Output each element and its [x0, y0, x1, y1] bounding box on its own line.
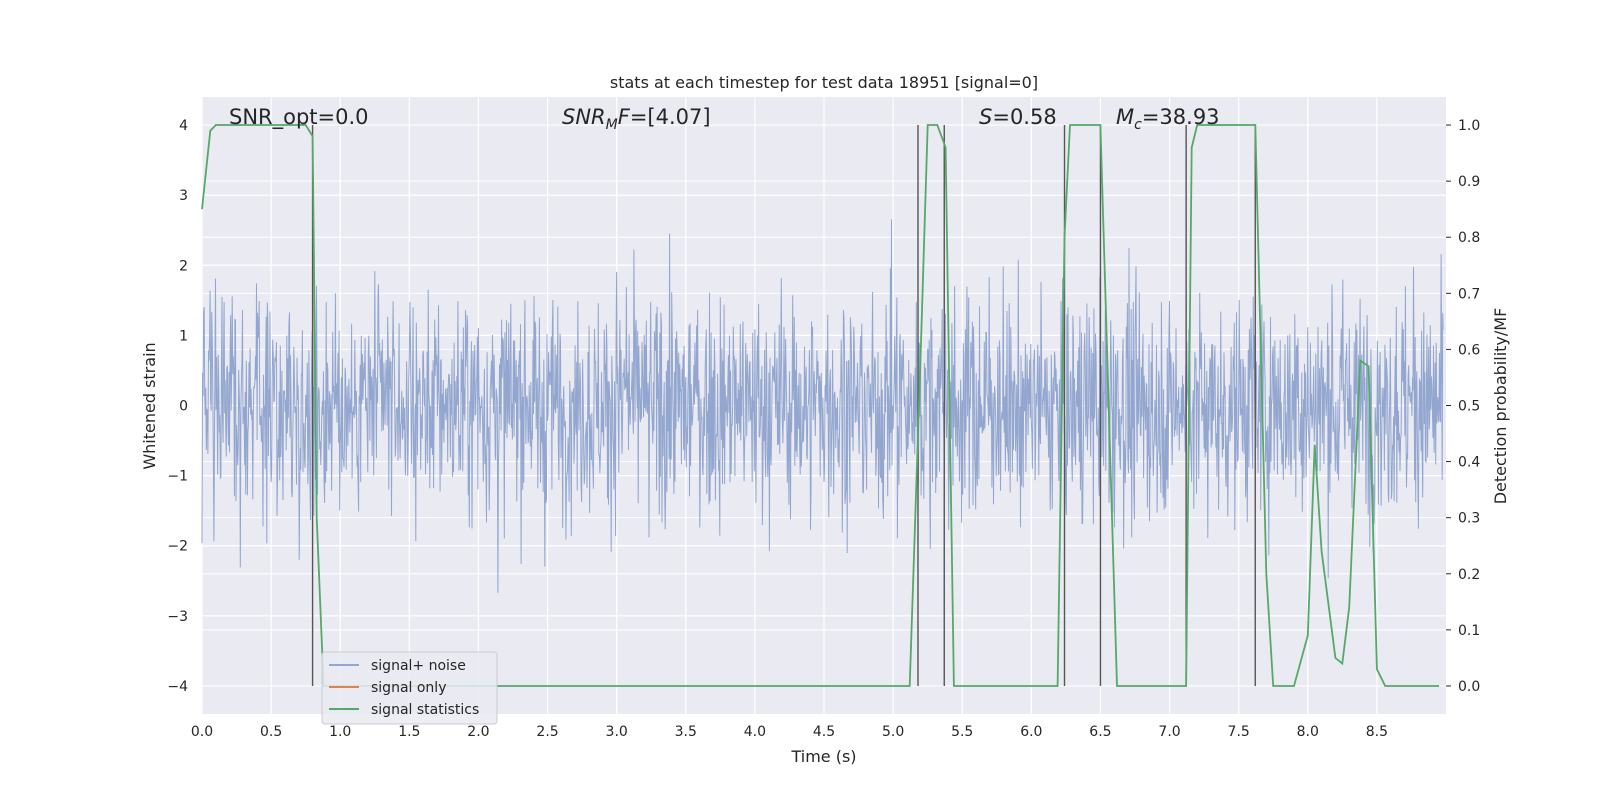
x-tick-label: 8.0 [1297, 724, 1319, 740]
y-axis-label: Whitened strain [140, 342, 159, 469]
x-axis-label: Time (s) [790, 747, 856, 766]
chart-title: stats at each timestep for test data 189… [610, 73, 1038, 92]
x-tick-label: 1.0 [329, 724, 351, 740]
y-tick-label: 0 [179, 399, 188, 415]
x-tick-label: 4.0 [744, 724, 766, 740]
annotation-s: S=0.58 [979, 105, 1057, 129]
y-tick-label: −4 [167, 679, 188, 695]
x-tick-label: 2.0 [467, 724, 489, 740]
x-tick-label: 1.5 [398, 724, 420, 740]
x-tick-label: 0.5 [260, 724, 282, 740]
y2-tick-label: 0.7 [1458, 286, 1480, 302]
x-tick-label: 7.5 [1228, 724, 1250, 740]
x-tick-label: 5.0 [882, 724, 904, 740]
annotation-snr-mf: SNRMF=[4.07] [562, 105, 711, 133]
legend-label-statistics: signal statistics [371, 702, 479, 718]
x-tick-label: 8.5 [1366, 724, 1388, 740]
y-tick-label: −1 [167, 469, 188, 485]
x-tick-label: 6.5 [1089, 724, 1111, 740]
y2-tick-label: 0.5 [1458, 399, 1480, 415]
y2-tick-label: 1.0 [1458, 118, 1480, 134]
y2-tick-label: 0.4 [1458, 455, 1480, 471]
y2-tick-label: 0.9 [1458, 174, 1480, 190]
x-tick-label: 3.0 [606, 724, 628, 740]
y-tick-label: −3 [167, 609, 188, 625]
annotation-mc: Mc=38.93 [1116, 105, 1220, 133]
legend-box [321, 651, 498, 725]
x-tick-label: 2.5 [536, 724, 558, 740]
y2-axis-label: Detection probability/MF [1491, 308, 1510, 505]
x-tick-label: 6.0 [1020, 724, 1042, 740]
y-tick-label: −2 [167, 539, 188, 555]
annotations: SNR_opt=0.0 SNRMF=[4.07] S=0.58 Mc=38.93 [229, 105, 1220, 133]
noise-line [201, 219, 1444, 593]
legend-label-signal: signal only [371, 680, 446, 696]
y-tick-label: 3 [179, 188, 188, 204]
y2-axis-ticks: 1.0 0.9 0.8 0.7 0.6 0.5 0.4 0.3 0.2 0.1 0.0 [1446, 118, 1480, 695]
y2-tick-label: 0.1 [1458, 623, 1480, 639]
legend-label-noise: signal+ noise [371, 658, 466, 674]
y2-tick-label: 0.2 [1458, 567, 1480, 583]
y-tick-label: 4 [179, 118, 188, 134]
series-signal-noise [201, 219, 1444, 593]
y2-tick-label: 0.0 [1458, 679, 1480, 695]
y-axis-ticks: 4 3 2 1 0 −1 −2 −3 −4 [167, 118, 188, 695]
y-tick-label: 2 [179, 258, 188, 274]
grid [201, 97, 1446, 714]
x-tick-label: 7.0 [1158, 724, 1180, 740]
y2-tick-label: 0.3 [1458, 511, 1480, 527]
statistics-line [201, 124, 1440, 687]
legend: signal+ noise signal only signal statist… [321, 651, 498, 725]
annotation-snr-opt: SNR_opt=0.0 [229, 105, 369, 130]
x-tick-label: 3.5 [675, 724, 697, 740]
x-tick-label: 5.5 [951, 724, 973, 740]
x-axis-ticks: 0.0 0.5 1.0 1.5 2.0 2.5 3.0 3.5 4.0 4.5 5.0 5.5 6.0 6… [191, 724, 1388, 740]
y-tick-label: 1 [179, 328, 188, 344]
y2-tick-label: 0.6 [1458, 342, 1480, 358]
event-markers [311, 125, 1256, 686]
x-tick-label: 4.5 [813, 724, 835, 740]
y2-tick-label: 0.8 [1458, 230, 1480, 246]
x-tick-label: 0.0 [191, 724, 213, 740]
